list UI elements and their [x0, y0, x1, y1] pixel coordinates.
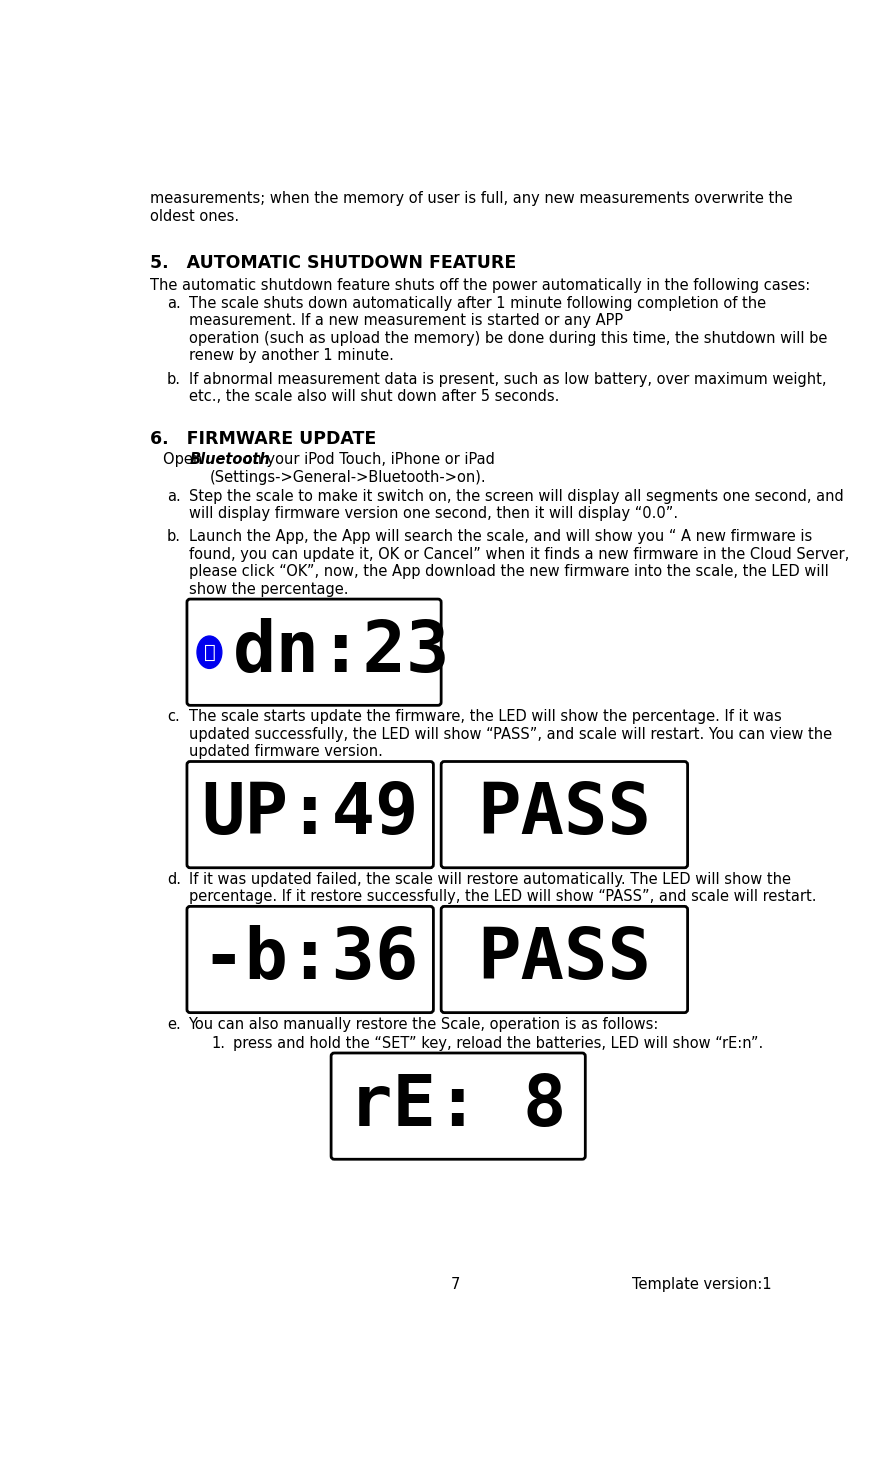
Text: measurement. If a new measurement is started or any APP: measurement. If a new measurement is sta…	[188, 312, 622, 329]
Ellipse shape	[197, 637, 222, 669]
Text: d.: d.	[167, 871, 181, 886]
Text: etc., the scale also will shut down after 5 seconds.: etc., the scale also will shut down afte…	[188, 389, 559, 405]
Text: please click “OK”, now, the App download the new firmware into the scale, the LE: please click “OK”, now, the App download…	[188, 565, 829, 579]
Text: You can also manually restore the Scale, operation is as follows:: You can also manually restore the Scale,…	[188, 1017, 659, 1031]
Text: dn:23: dn:23	[233, 618, 450, 687]
Text: on your iPod Touch, iPhone or iPad: on your iPod Touch, iPhone or iPad	[239, 452, 495, 467]
Text: If it was updated failed, the scale will restore automatically. The LED will sho: If it was updated failed, the scale will…	[188, 871, 790, 886]
Text: rE: 8: rE: 8	[350, 1071, 567, 1141]
Text: found, you can update it, OK or Cancel” when it finds a new firmware in the Clou: found, you can update it, OK or Cancel” …	[188, 547, 849, 562]
Text: Open: Open	[163, 452, 207, 467]
Text: b.: b.	[167, 373, 181, 387]
Text: UP:49: UP:49	[202, 780, 419, 849]
Text: will display firmware version one second, then it will display “0.0”.: will display firmware version one second…	[188, 506, 678, 521]
Text: Launch the App, the App will search the scale, and will show you “ A new firmwar: Launch the App, the App will search the …	[188, 530, 812, 544]
Text: If abnormal measurement data is present, such as low battery, over maximum weigh: If abnormal measurement data is present,…	[188, 373, 826, 387]
Text: The scale shuts down automatically after 1 minute following completion of the: The scale shuts down automatically after…	[188, 295, 765, 311]
Text: 1.: 1.	[211, 1036, 226, 1050]
Text: Template version:1: Template version:1	[632, 1276, 772, 1292]
Text: c.: c.	[167, 709, 179, 725]
Text: oldest ones.: oldest ones.	[150, 208, 239, 224]
Text: ⧖: ⧖	[203, 643, 215, 662]
Text: a.: a.	[167, 295, 180, 311]
Text: Step the scale to make it switch on, the screen will display all segments one se: Step the scale to make it switch on, the…	[188, 489, 844, 505]
FancyBboxPatch shape	[331, 1053, 585, 1159]
FancyBboxPatch shape	[187, 907, 433, 1012]
Text: operation (such as upload the memory) be done during this time, the shutdown wil: operation (such as upload the memory) be…	[188, 330, 827, 346]
Text: The automatic shutdown feature shuts off the power automatically in the followin: The automatic shutdown feature shuts off…	[150, 277, 810, 293]
Text: e.: e.	[167, 1017, 180, 1031]
Text: renew by another 1 minute.: renew by another 1 minute.	[188, 348, 393, 364]
Text: -b:36: -b:36	[202, 926, 419, 995]
Text: b.: b.	[167, 530, 181, 544]
Text: The scale starts update the firmware, the LED will show the percentage. If it wa: The scale starts update the firmware, th…	[188, 709, 781, 725]
Text: Bluetooth: Bluetooth	[189, 452, 270, 467]
Text: updated successfully, the LED will show “PASS”, and scale will restart. You can : updated successfully, the LED will show …	[188, 726, 832, 742]
Text: measurements; when the memory of user is full, any new measurements overwrite th: measurements; when the memory of user is…	[150, 191, 792, 207]
Text: 7: 7	[450, 1276, 460, 1292]
Text: updated firmware version.: updated firmware version.	[188, 744, 383, 760]
Text: percentage. If it restore successfully, the LED will show “PASS”, and scale will: percentage. If it restore successfully, …	[188, 889, 816, 904]
FancyBboxPatch shape	[187, 761, 433, 868]
Text: PASS: PASS	[478, 926, 652, 995]
Text: 6.   FIRMWARE UPDATE: 6. FIRMWARE UPDATE	[150, 430, 376, 447]
Text: show the percentage.: show the percentage.	[188, 582, 348, 597]
Text: (Settings->General->Bluetooth->on).: (Settings->General->Bluetooth->on).	[210, 469, 487, 484]
FancyBboxPatch shape	[441, 761, 687, 868]
FancyBboxPatch shape	[441, 907, 687, 1012]
Text: a.: a.	[167, 489, 180, 505]
Text: 5.   AUTOMATIC SHUTDOWN FEATURE: 5. AUTOMATIC SHUTDOWN FEATURE	[150, 254, 516, 273]
Text: PASS: PASS	[478, 780, 652, 849]
Text: press and hold the “SET” key, reload the batteries, LED will show “rE:n”.: press and hold the “SET” key, reload the…	[234, 1036, 764, 1050]
FancyBboxPatch shape	[187, 599, 441, 706]
